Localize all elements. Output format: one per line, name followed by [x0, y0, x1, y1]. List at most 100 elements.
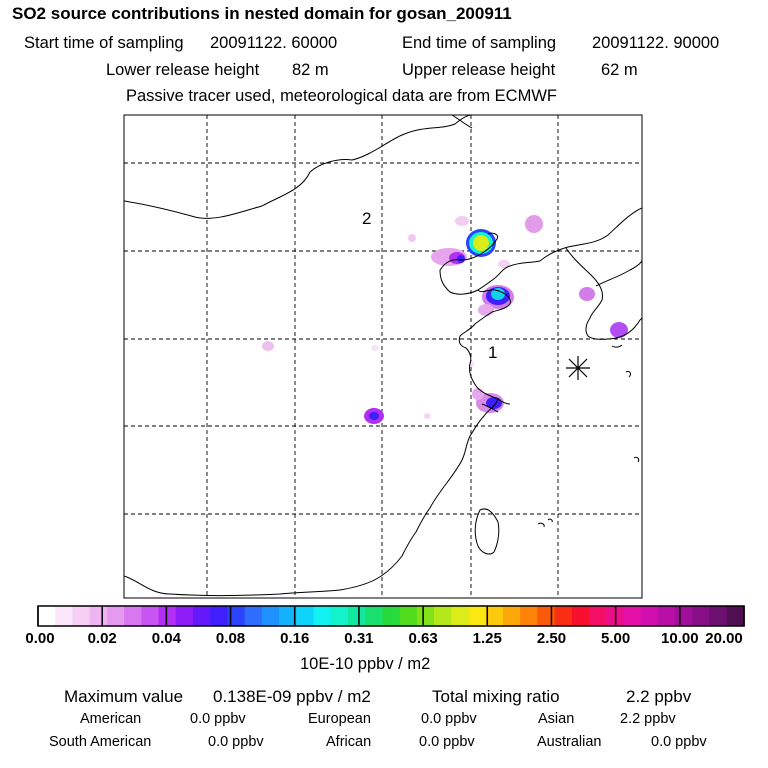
legend-swatch [106, 606, 125, 626]
legend-tick-label: 10.00 [661, 630, 699, 647]
legend-swatch [571, 606, 590, 626]
start-time-value: 20091122. 60000 [210, 34, 338, 52]
plot-title: SO2 source contributions in nested domai… [12, 4, 512, 23]
region-value: 0.0 ppbv [190, 711, 246, 727]
legend-swatch [124, 606, 142, 626]
legend-tick-label: 0.00 [25, 630, 55, 647]
source-patch [473, 235, 489, 251]
concentration-field [262, 215, 628, 424]
source-patch [424, 413, 430, 419]
legend-swatch [72, 606, 91, 626]
map-label-1: 1 [488, 343, 497, 362]
legend-tick-label: 5.00 [601, 630, 631, 647]
legend-swatch [261, 606, 280, 626]
legend-swatch [451, 606, 470, 626]
legend-swatch [589, 606, 607, 626]
region-name: European [308, 711, 371, 727]
legend-swatch [657, 606, 676, 626]
legend-swatch [313, 606, 332, 626]
legend-swatch [709, 606, 728, 626]
legend-tick-label: 1.25 [472, 630, 502, 647]
legend-tick-label: 0.63 [408, 630, 438, 647]
region-value: 0.0 ppbv [421, 711, 477, 727]
legend-swatch [158, 606, 177, 626]
legend-swatch [38, 606, 56, 626]
legend-swatch [554, 606, 573, 626]
region-name: South American [49, 734, 152, 750]
legend-swatch [485, 606, 504, 626]
legend-swatch [192, 606, 211, 626]
region-value: 0.0 ppbv [208, 734, 264, 750]
region-name: African [326, 734, 372, 750]
legend-tick-label: 0.04 [151, 630, 181, 647]
legend-tick-label: 20.00 [705, 630, 743, 647]
source-patch [610, 322, 628, 338]
legend-tick-label: 2.50 [536, 630, 567, 647]
end-time-label: End time of sampling [402, 34, 557, 52]
source-patch [408, 234, 416, 242]
legend-tick-label: 0.08 [215, 630, 246, 647]
legend-swatch [520, 606, 538, 626]
source-patch [369, 412, 379, 420]
start-time-label: Start time of sampling [24, 34, 184, 52]
legend-swatch [692, 606, 711, 626]
end-time-value: 20091122. 90000 [592, 34, 720, 52]
legend-swatch [279, 606, 297, 626]
legend-swatch [210, 606, 229, 626]
legend-swatch [399, 606, 418, 626]
legend-swatch [434, 606, 452, 626]
legend-swatch [382, 606, 401, 626]
legend-swatch [227, 606, 246, 626]
legend-swatch [537, 606, 556, 626]
legend-swatch [141, 606, 160, 626]
legend-swatch [623, 606, 642, 626]
max-value-label: Maximum value [64, 687, 184, 706]
star-icon [566, 356, 590, 380]
region-name: Asian [538, 711, 575, 727]
legend-swatch [244, 606, 263, 626]
region-name: Australian [537, 734, 602, 750]
total-mixing-value: 2.2 ppbv [626, 687, 692, 706]
source-patch [455, 216, 469, 226]
legend-swatch [175, 606, 194, 626]
region-value: 2.2 ppbv [620, 711, 676, 727]
legend-swatch [296, 606, 315, 626]
legend-tick-label: 0.16 [280, 630, 310, 647]
legend-tick-label: 0.31 [344, 630, 374, 647]
legend-swatch [726, 606, 745, 626]
region-value: 0.0 ppbv [651, 734, 707, 750]
coastlines [124, 115, 642, 596]
upper-height-label: Upper release height [402, 61, 556, 79]
total-mixing-label: Total mixing ratio [432, 687, 560, 706]
source-patch [498, 260, 510, 268]
legend-swatch [675, 606, 693, 626]
legend-swatch [468, 606, 487, 626]
legend-swatch [55, 606, 74, 626]
region-value: 0.0 ppbv [419, 734, 475, 750]
legend-swatch [347, 606, 366, 626]
max-value: 0.138E-09 ppbv / m2 [213, 687, 371, 706]
lower-height-label: Lower release height [106, 61, 260, 79]
source-patch [579, 287, 595, 301]
source-patch [491, 288, 505, 300]
lower-height-value: 82 m [292, 61, 329, 79]
map-label-2: 2 [362, 209, 371, 228]
legend-swatch [640, 606, 659, 626]
legend-swatch [89, 606, 108, 626]
source-patch [262, 341, 274, 351]
legend-swatch [365, 606, 383, 626]
region-name: American [80, 711, 142, 727]
tracer-note: Passive tracer used, meteorological data… [126, 87, 557, 105]
legend-frame [37, 605, 745, 627]
upper-height-value: 62 m [601, 61, 638, 79]
legend-swatch [330, 606, 349, 626]
map-frame [123, 114, 643, 599]
legend-swatch [416, 606, 435, 626]
source-patch [371, 345, 379, 351]
source-patch [457, 255, 465, 263]
source-patch [525, 215, 543, 233]
legend-tick-label: 0.02 [87, 630, 117, 647]
legend-swatch [502, 606, 521, 626]
